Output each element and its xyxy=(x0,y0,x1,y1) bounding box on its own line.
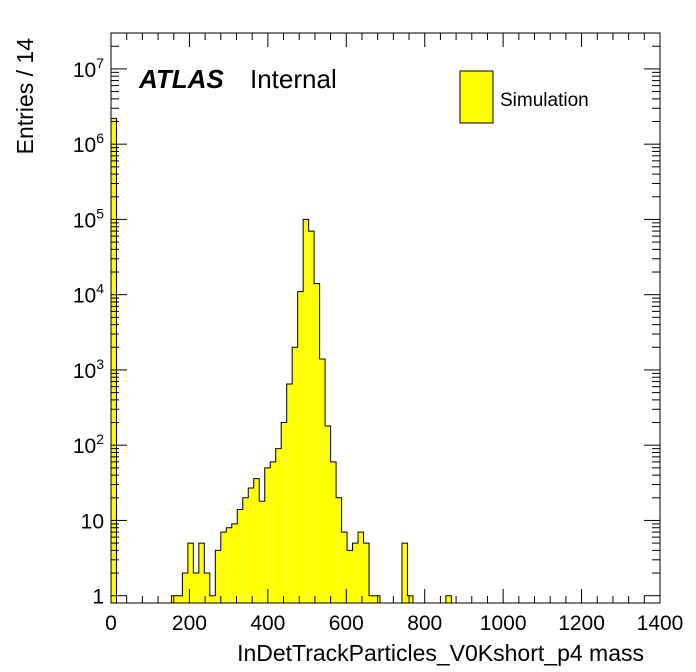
atlas-label-bold: ATLAS xyxy=(138,64,224,94)
legend-label: Simulation xyxy=(500,90,589,111)
y-tick-label: 106 xyxy=(73,130,104,157)
x-tick-label: 1200 xyxy=(558,612,605,635)
histogram-bar xyxy=(363,543,370,603)
histogram-outline xyxy=(445,595,452,603)
plot-frame xyxy=(110,32,661,604)
x-tick-label: 600 xyxy=(329,612,364,635)
histogram-bars xyxy=(110,117,452,604)
histogram-bar xyxy=(445,595,452,603)
y-tick-label: 103 xyxy=(73,356,104,383)
histogram-bar xyxy=(358,532,364,603)
histogram-bar xyxy=(286,384,293,603)
histogram-bar xyxy=(369,595,375,603)
histogram-outline xyxy=(170,218,381,603)
histogram-bar xyxy=(248,487,254,603)
x-tick-label: 1400 xyxy=(637,612,684,635)
y-axis-label: Entries / 14 xyxy=(12,38,38,155)
x-tick-label: 400 xyxy=(250,612,285,635)
histogram-bar xyxy=(264,467,271,603)
histogram-bar xyxy=(198,543,205,603)
histogram-bar xyxy=(215,550,221,603)
histogram-bar xyxy=(347,550,353,603)
histogram-bar xyxy=(308,231,315,604)
y-tick-label: 1 xyxy=(92,586,104,609)
atlas-label-internal: Internal xyxy=(250,64,337,94)
histogram-bar xyxy=(270,461,276,603)
histogram-bar xyxy=(330,461,337,603)
y-tick-labels: 1 10 102 103 104 105 106 107 xyxy=(73,55,104,609)
histogram-bar xyxy=(204,573,210,603)
histogram-bar xyxy=(237,509,243,603)
histogram-bar xyxy=(182,573,188,603)
legend: Simulation xyxy=(459,70,589,124)
histogram-bar xyxy=(220,532,227,603)
y-tick-label: 107 xyxy=(73,55,104,82)
histogram-bar xyxy=(176,595,183,603)
histogram-bar xyxy=(341,532,348,603)
histogram-bar xyxy=(231,523,238,603)
x-tick-label: 800 xyxy=(407,612,442,635)
histogram-bar xyxy=(193,573,199,603)
histogram-outline xyxy=(401,542,414,603)
x-axis-label: InDetTrackParticles_V0Kshort_p4 mass xyxy=(237,640,644,666)
histogram-bar xyxy=(297,291,304,603)
y-tick-label: 105 xyxy=(73,205,104,232)
x-tick-label: 200 xyxy=(172,612,207,635)
histogram-bar xyxy=(352,543,359,603)
histogram-bar xyxy=(319,358,326,603)
legend-swatch xyxy=(459,70,494,124)
x-tick-label: 1000 xyxy=(480,612,527,635)
histogram-bar xyxy=(314,283,320,603)
x-tick-labels: 0 200 400 600 800 1000 1200 1400 xyxy=(105,612,683,635)
histogram-bar xyxy=(111,118,117,604)
histogram-bar xyxy=(226,527,232,603)
histogram-bar xyxy=(187,543,194,603)
histogram-bar xyxy=(401,543,408,603)
histogram-bar xyxy=(407,595,413,603)
histogram-bar xyxy=(325,425,331,603)
histogram-bar xyxy=(209,595,216,603)
histogram-bar xyxy=(303,219,309,603)
y-tick-label: 104 xyxy=(73,281,104,308)
histogram-bar xyxy=(253,478,260,603)
histogram-bar xyxy=(281,422,287,603)
x-tick-label: 0 xyxy=(105,612,117,635)
histogram-bar xyxy=(242,497,249,603)
histogram-bar xyxy=(275,448,282,603)
y-tick-label: 102 xyxy=(73,431,104,458)
histogram-bar xyxy=(336,497,342,603)
histogram-bar xyxy=(292,347,298,603)
histogram-bar xyxy=(259,501,265,603)
atlas-label: ATLAS Internal xyxy=(138,64,337,94)
y-tick-label: 10 xyxy=(81,510,104,533)
axis-ticks xyxy=(110,32,661,603)
